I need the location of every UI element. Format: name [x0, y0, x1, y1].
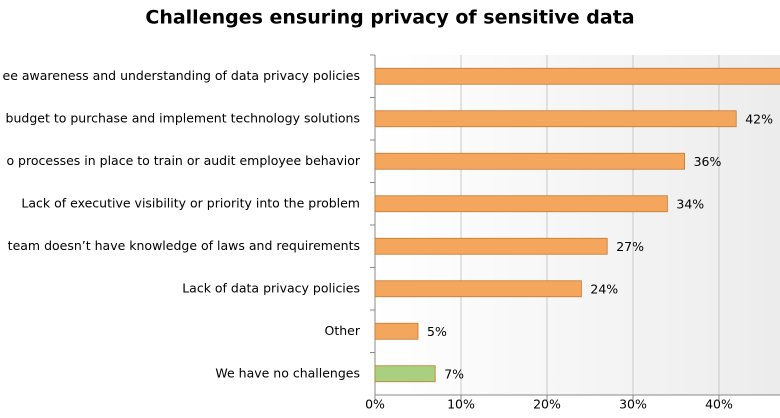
- y-tick-label: o processes in place to train or audit e…: [6, 153, 360, 168]
- x-tick-label: 40%: [705, 397, 733, 412]
- value-label: 42%: [745, 111, 773, 126]
- chart-title: Challenges ensuring privacy of sensitive…: [145, 7, 634, 29]
- bar: [374, 110, 737, 128]
- value-label: 7%: [444, 366, 464, 381]
- value-label: 36%: [694, 154, 722, 169]
- value-label: 27%: [616, 239, 644, 254]
- y-tick-label: We have no challenges: [215, 365, 360, 380]
- bar: [374, 67, 780, 85]
- y-tick-label: Other: [325, 323, 361, 338]
- y-tick-label: Lack of executive visibility or priority…: [21, 195, 360, 210]
- bar: [374, 237, 608, 255]
- x-tick-label: 0%: [365, 397, 385, 412]
- y-tick-label: budget to purchase and implement technol…: [6, 110, 360, 125]
- bar: [374, 152, 686, 170]
- bar: [374, 322, 419, 340]
- x-tick-label: 20%: [533, 397, 561, 412]
- y-tick-label: ee awareness and understanding of data p…: [3, 68, 360, 83]
- bar: [374, 195, 668, 213]
- y-tick-label: Lack of data privacy policies: [182, 280, 360, 295]
- value-label: 5%: [427, 324, 447, 339]
- y-tick-label: team doesn’t have knowledge of laws and …: [8, 238, 360, 253]
- x-tick-label: 30%: [619, 397, 647, 412]
- value-label: 34%: [676, 196, 704, 211]
- bar: [374, 280, 582, 298]
- bar: [374, 365, 436, 383]
- value-label: 24%: [590, 281, 618, 296]
- x-tick-label: 10%: [447, 397, 475, 412]
